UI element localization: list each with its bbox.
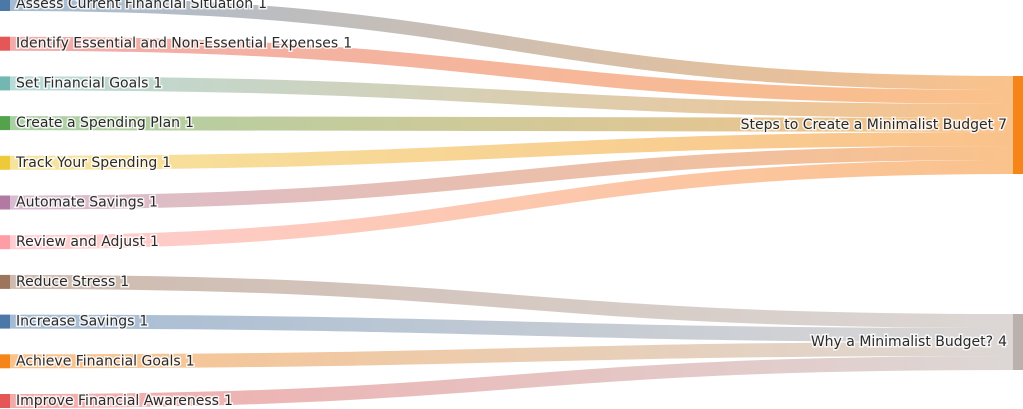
- node-value: 1: [224, 393, 233, 409]
- node-label: Identify Essential and Non-Essential Exp…: [16, 36, 352, 52]
- node-value: 4: [998, 334, 1007, 350]
- node-name: Track Your Spending: [15, 155, 157, 171]
- link: [9, 76, 1014, 118]
- links: [9, 0, 1014, 408]
- node-label: Reduce Stress 1: [16, 274, 129, 290]
- node-label: Achieve Financial Goals 1: [16, 353, 195, 369]
- node-label: Track Your Spending 1: [15, 155, 171, 171]
- node: [1013, 76, 1023, 174]
- link: [9, 0, 1014, 90]
- node-value: 1: [258, 0, 267, 12]
- link: [9, 274, 1014, 328]
- node-value: 1: [185, 115, 194, 131]
- node-value: 1: [186, 353, 195, 369]
- node: [1013, 314, 1023, 370]
- link: [9, 36, 1014, 104]
- node-name: Identify Essential and Non-Essential Exp…: [16, 36, 338, 52]
- node: [0, 354, 10, 369]
- node-name: Improve Financial Awareness: [16, 393, 219, 409]
- node-name: Automate Savings: [16, 195, 144, 211]
- node-value: 1: [149, 195, 158, 211]
- node-label: Set Financial Goals 1: [16, 75, 162, 91]
- node: [0, 314, 10, 329]
- node-name: Reduce Stress: [16, 274, 115, 290]
- node-name: Steps to Create a Minimalist Budget: [741, 117, 994, 133]
- node-name: Achieve Financial Goals: [16, 353, 181, 369]
- link: [9, 160, 1014, 250]
- node: [0, 394, 10, 408]
- node-name: Create a Spending Plan: [16, 115, 180, 131]
- link: [9, 116, 1014, 132]
- node: [0, 235, 10, 250]
- link: [9, 146, 1014, 210]
- node: [0, 76, 10, 91]
- node-label: Create a Spending Plan 1: [16, 115, 194, 131]
- link: [9, 132, 1014, 170]
- node-label: Steps to Create a Minimalist Budget 7: [741, 117, 1007, 133]
- node-label: Automate Savings 1: [16, 195, 158, 211]
- link: [9, 356, 1014, 408]
- node: [0, 116, 10, 131]
- node-value: 7: [998, 117, 1007, 133]
- node: [0, 0, 10, 11]
- node-name: Set Financial Goals: [16, 75, 148, 91]
- node-name: Why a Minimalist Budget?: [811, 334, 993, 350]
- node-name: Assess Current Financial Situation: [16, 0, 253, 12]
- node: [0, 274, 10, 289]
- node-value: 1: [162, 155, 171, 171]
- node-value: 1: [343, 36, 352, 52]
- node-value: 1: [153, 75, 162, 91]
- node-label: Why a Minimalist Budget? 4: [811, 334, 1007, 350]
- node-label: Assess Current Financial Situation 1: [16, 0, 267, 12]
- node-name: Review and Adjust: [16, 234, 145, 250]
- link: [9, 314, 1014, 342]
- node-label: Increase Savings 1: [16, 314, 148, 330]
- node-value: 1: [120, 274, 129, 290]
- node-label: Review and Adjust 1: [16, 234, 159, 250]
- node-label: Improve Financial Awareness 1: [16, 393, 233, 409]
- node-name: Increase Savings: [16, 314, 134, 330]
- node-value: 1: [139, 314, 148, 330]
- node: [0, 155, 10, 170]
- node: [0, 36, 10, 51]
- link: [9, 342, 1014, 369]
- node: [0, 195, 10, 210]
- node-value: 1: [150, 234, 159, 250]
